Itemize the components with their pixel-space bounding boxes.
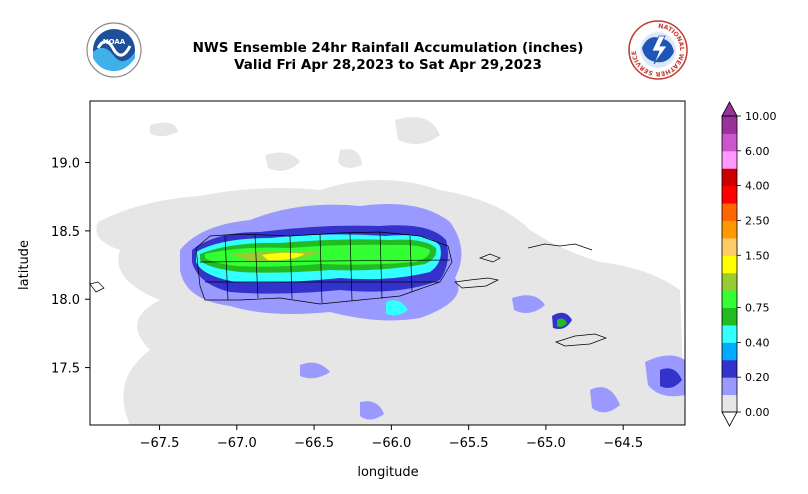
colorbar-tick-label: 6.00 — [745, 145, 770, 158]
rain-area-light — [512, 295, 545, 314]
colorbar-segment — [722, 116, 737, 134]
rain-area-020 — [552, 312, 572, 329]
colorbar-segment — [722, 377, 737, 396]
x-axis-label: longitude — [357, 465, 418, 480]
plot-frame — [89, 100, 686, 426]
colorbar-segment — [722, 133, 737, 152]
rain-area-040 — [196, 234, 441, 283]
colorbar-segment — [722, 307, 737, 326]
rain-area-light — [180, 204, 462, 321]
rain-area-light — [300, 362, 330, 379]
rain-area-trace — [338, 149, 362, 168]
colorbar-segment — [722, 324, 737, 343]
vieques-outline — [454, 277, 500, 289]
x-tick-label: −64.5 — [603, 436, 643, 451]
colorbar-tick-label: 0.75 — [745, 302, 770, 315]
coastline-layer — [89, 231, 608, 347]
colorbar-tick-label: 10.00 — [745, 110, 777, 123]
x-tick-label: −66.5 — [294, 436, 334, 451]
x-tick-label: −66.0 — [371, 436, 411, 451]
virgin-islands-outline — [527, 243, 593, 251]
x-tick-label: −65.0 — [526, 436, 566, 451]
colorbar-segment — [722, 394, 737, 413]
x-tick-label: −65.5 — [449, 436, 489, 451]
x-tick-label: −67.5 — [140, 436, 180, 451]
colorbar-tick-label: 0.00 — [745, 406, 770, 419]
colorbar-segment — [722, 342, 737, 361]
rain-area-light — [360, 401, 384, 420]
rain-area-150 — [262, 252, 305, 261]
rain-area-trace — [395, 117, 440, 144]
colorbar-tick-label: 4.00 — [745, 180, 770, 193]
rain-area-trace — [150, 122, 178, 137]
map-title: NWS Ensemble 24hr Rainfall Accumulation … — [140, 40, 636, 74]
colorbar-extend-max — [721, 101, 738, 117]
colorbar-tick-label: 1.50 — [745, 249, 770, 262]
colorbar: 0.00 0.20 0.40 0.75 1.50 2.50 4.00 6.00 10.00 — [721, 101, 777, 427]
title-line-2: Valid Fri Apr 28,2023 to Sat Apr 29,2023 — [234, 57, 542, 73]
y-tick-label: 18.0 — [51, 293, 80, 308]
colorbar-segment — [722, 220, 737, 239]
noaa-logo-icon: NOAA — [86, 22, 142, 78]
colorbar-tick-label: 0.20 — [745, 371, 770, 384]
y-tick-label: 17.5 — [51, 362, 80, 377]
colorbar-extend-min — [721, 411, 738, 427]
rain-area-trace — [265, 152, 300, 171]
rainfall-field — [90, 101, 685, 425]
colorbar-segment — [722, 203, 737, 221]
y-axis: 17.5 18.0 18.5 19.0 — [51, 157, 90, 377]
colorbar-tick-label: 2.50 — [745, 214, 770, 227]
nws-logo-icon: NATIONAL WEATHER SERVICE — [628, 20, 688, 80]
colorbar-segment — [722, 272, 737, 291]
plot-background — [90, 101, 685, 425]
rain-area-040 — [386, 300, 408, 316]
rain-area-020 — [192, 225, 448, 294]
rain-area-light — [590, 387, 620, 413]
culebra-outline — [478, 253, 501, 263]
rain-area-light — [645, 355, 685, 397]
colorbar-segment — [722, 168, 737, 187]
rain-area-125 — [232, 251, 320, 262]
st-croix-outline — [555, 333, 608, 347]
y-tick-label: 19.0 — [51, 157, 80, 172]
noaa-logo-text: NOAA — [103, 38, 126, 46]
title-line-1: NWS Ensemble 24hr Rainfall Accumulation … — [192, 40, 584, 56]
puerto-rico-outline — [195, 231, 453, 305]
colorbar-segment — [722, 185, 737, 204]
rain-area-075 — [557, 318, 567, 327]
rain-area-trace — [96, 180, 685, 425]
rain-area-020 — [660, 368, 682, 388]
y-axis-label: latitude — [17, 240, 32, 290]
x-tick-label: −67.0 — [217, 436, 257, 451]
mona-outline — [89, 281, 105, 293]
colorbar-tick-label: 0.40 — [745, 336, 770, 349]
colorbar-segment — [722, 150, 737, 169]
municipal-boundary — [199, 231, 451, 304]
y-tick-label: 18.5 — [51, 225, 80, 240]
colorbar-segment — [722, 255, 737, 274]
rain-area-100 — [205, 244, 430, 267]
x-axis: −67.5 −67.0 −66.5 −66.0 −65.5 −65.0 −64.5 — [140, 425, 643, 451]
colorbar-frame — [721, 115, 738, 413]
rain-area-075 — [200, 239, 437, 273]
colorbar-segment — [722, 359, 737, 378]
colorbar-segment — [722, 237, 737, 256]
colorbar-segment — [722, 290, 737, 309]
